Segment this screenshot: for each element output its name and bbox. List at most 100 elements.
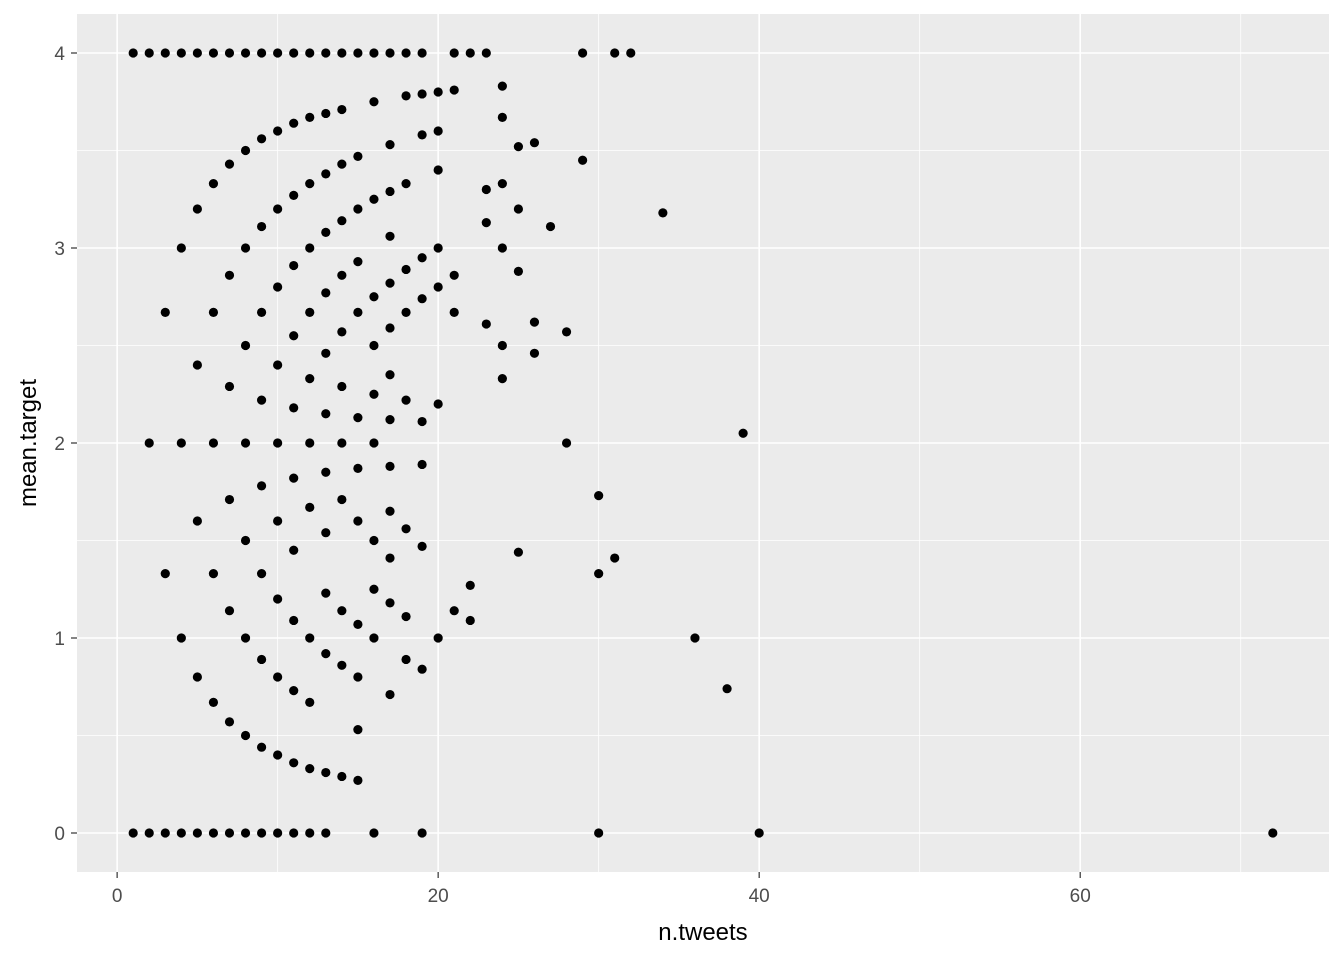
data-point [433, 282, 443, 292]
data-point [337, 660, 347, 670]
data-point [385, 231, 395, 241]
data-point [369, 438, 379, 448]
data-point [513, 547, 524, 557]
data-point [321, 227, 331, 237]
data-point [417, 459, 427, 470]
data-point [176, 633, 186, 643]
data-point [240, 48, 251, 58]
data-point [449, 606, 459, 616]
data-point [256, 481, 267, 491]
data-point [353, 516, 363, 526]
data-point [594, 569, 604, 579]
data-point [417, 89, 427, 99]
data-point [305, 438, 315, 448]
data-point [417, 130, 427, 140]
data-point [321, 108, 331, 119]
data-point [433, 399, 443, 409]
data-point [224, 828, 235, 838]
data-point [433, 165, 443, 175]
data-point [578, 155, 588, 165]
data-point [305, 764, 315, 774]
data-point [208, 48, 219, 58]
data-point [369, 194, 379, 204]
data-point [192, 672, 202, 682]
data-point [353, 413, 363, 423]
data-point [289, 48, 299, 58]
data-point [353, 151, 363, 161]
data-point [337, 381, 347, 392]
data-point [658, 208, 668, 218]
data-point [305, 502, 315, 512]
data-point [321, 588, 331, 598]
data-point [433, 243, 443, 253]
data-point [289, 260, 299, 271]
data-point [192, 828, 202, 838]
data-point [369, 97, 379, 107]
data-point [529, 138, 540, 148]
data-point [385, 370, 395, 380]
data-point [208, 438, 219, 448]
data-point [385, 323, 395, 333]
data-point [417, 664, 427, 674]
data-point [369, 828, 379, 838]
data-point [176, 243, 186, 253]
data-point [465, 615, 475, 626]
x-tick-label: 60 [1070, 886, 1091, 907]
data-point [401, 307, 411, 317]
data-point [256, 48, 267, 58]
data-point [449, 270, 459, 280]
data-point [305, 112, 315, 122]
data-point [192, 360, 202, 370]
data-point [321, 528, 331, 538]
data-point [305, 828, 315, 838]
data-point [385, 598, 395, 608]
data-point [594, 491, 604, 501]
data-point [337, 48, 347, 58]
y-tick-label: 4 [54, 44, 65, 65]
data-point [337, 438, 347, 448]
data-point [240, 633, 251, 643]
data-point [385, 553, 395, 563]
data-point [273, 516, 283, 526]
data-point [240, 438, 251, 448]
y-tick-label: 3 [54, 239, 65, 260]
data-points [128, 48, 1278, 838]
data-point [289, 190, 299, 200]
data-point [160, 569, 170, 579]
y-axis: 0 1 2 3 4 [54, 44, 77, 845]
data-point [240, 535, 251, 546]
data-point [610, 553, 620, 563]
data-point [273, 672, 283, 682]
data-point [401, 91, 411, 101]
data-point [305, 243, 315, 253]
data-point [240, 828, 251, 838]
data-point [305, 697, 315, 707]
data-point [561, 438, 572, 448]
data-point [610, 48, 620, 58]
data-point [578, 48, 588, 58]
data-point [321, 48, 331, 58]
data-point [529, 348, 540, 358]
data-point [256, 569, 267, 579]
data-point [353, 725, 363, 735]
data-point [305, 307, 315, 317]
data-point [256, 742, 267, 752]
data-point [337, 104, 347, 115]
data-point [224, 159, 235, 169]
data-point [224, 381, 235, 392]
data-point [401, 48, 411, 58]
data-point [144, 438, 154, 448]
x-tick-label: 40 [749, 886, 770, 907]
data-point [561, 327, 572, 337]
data-point [353, 672, 363, 682]
data-point [289, 331, 299, 341]
data-point [417, 541, 427, 551]
data-point [256, 221, 267, 232]
y-tick-label: 2 [54, 434, 65, 455]
data-point [240, 730, 251, 741]
data-point [385, 689, 395, 700]
data-point [256, 134, 267, 144]
data-point [353, 619, 363, 629]
data-point [273, 360, 283, 370]
